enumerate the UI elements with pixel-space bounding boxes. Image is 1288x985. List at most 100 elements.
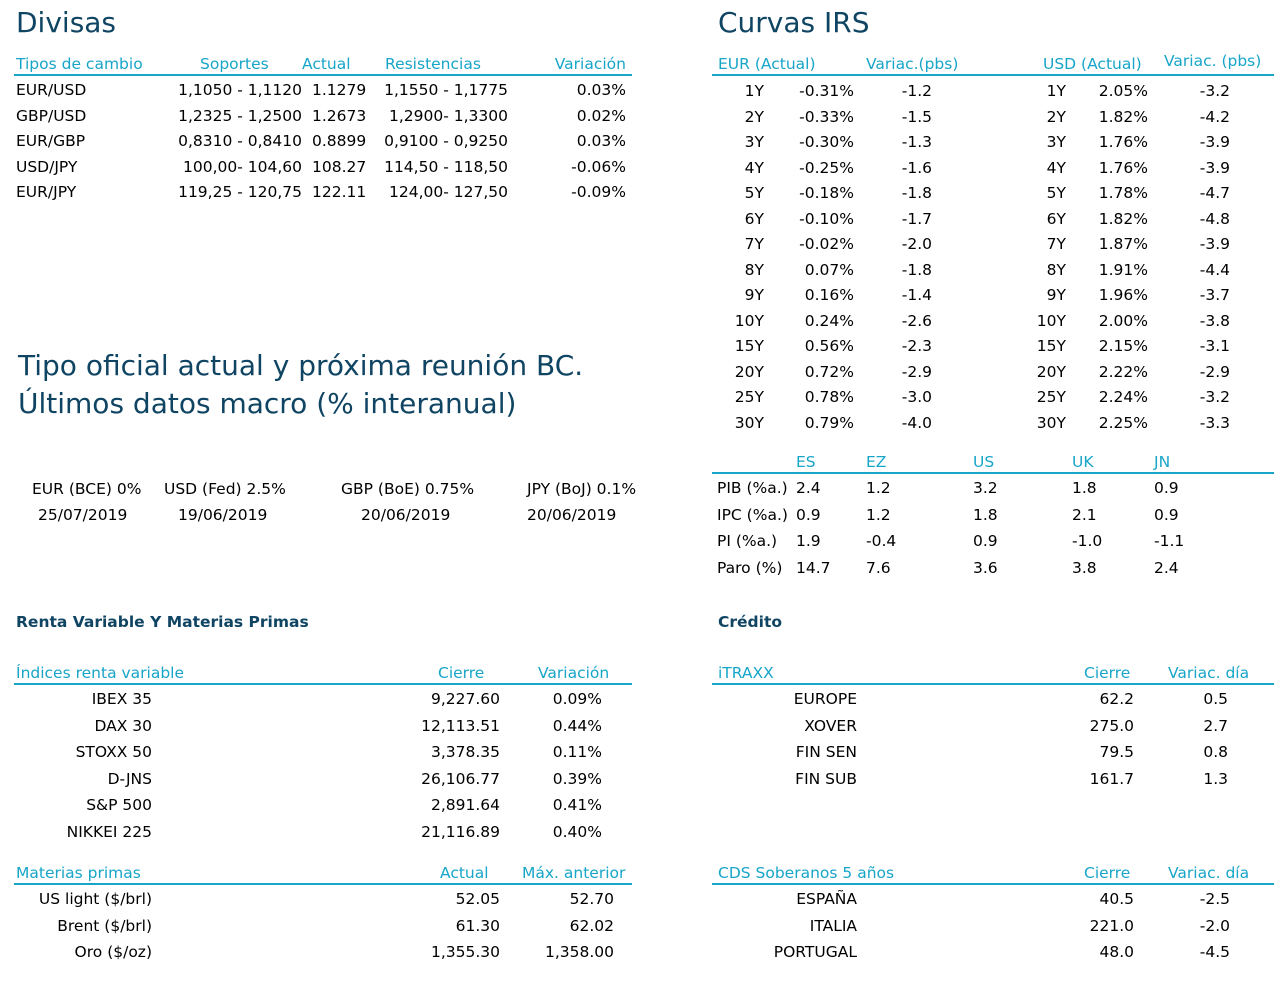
usd-rate-cell: 2.00% [1098,311,1148,330]
cierre-cell: 3,378.35 [430,743,500,761]
ez-cell: -0.4 [866,532,897,550]
ez-cell: 1.2 [866,479,891,497]
ez-cell: 7.6 [866,558,891,577]
index-name-cell: IBEX 35 [91,690,152,708]
index-name-cell: D-JNS [107,769,152,788]
usd-tenor-cell: 9Y [1046,286,1066,304]
usd-tenor-cell: 30Y [1036,413,1066,432]
variacion-cell: 0.39% [552,769,602,788]
variac-cell: 0.5 [1203,690,1228,708]
usd-var-cell: -3.7 [1199,286,1230,304]
usd-rate-cell: 1.78% [1098,184,1148,202]
eur-tenor-cell: 20Y [734,362,764,381]
commodity-name-cell: US light ($/brl) [38,890,152,908]
actual-cell: 52.05 [455,890,500,908]
renta-divider [14,683,632,685]
materias-header-max: Máx. anterior [522,864,626,882]
eur-tenor-cell: 5Y [744,184,764,202]
eur-rate-cell: -0.18% [799,184,854,202]
cierre-cell: 221.0 [1089,916,1134,935]
usd-tenor-cell: 15Y [1036,337,1066,355]
eur-var-cell: -1.3 [901,133,932,151]
eur-var-cell: -1.8 [901,260,932,279]
soportes-cell: 1,2325 - 1,2500 [178,106,302,125]
usd-tenor-cell: 10Y [1036,311,1066,330]
jn-cell: 0.9 [1154,479,1179,497]
central-bank-rate: JPY (BoJ) 0.1% [527,480,637,498]
variac-cell: -2.0 [1199,916,1230,935]
usd-tenor-cell: 2Y [1046,107,1066,126]
cierre-cell: 26,106.77 [421,769,500,788]
es-cell: 0.9 [796,505,821,524]
pair-cell: EUR/GBP [16,132,86,150]
indicator-cell: PI (%a.) [717,532,778,550]
variacion-cell: 0.09% [552,690,602,708]
next-meeting-date: 20/06/2019 [361,506,451,524]
pair-cell: USD/JPY [16,157,78,176]
actual-cell: 1,355.30 [430,943,500,961]
macro-header-ez: EZ [866,453,887,471]
usd-tenor-cell: 6Y [1046,209,1066,228]
itraxx-name-cell: EUROPE [793,690,857,708]
usd-tenor-cell: 7Y [1046,235,1066,253]
eur-rate-cell: 0.24% [804,311,854,330]
resistencias-cell: 124,00- 127,50 [389,183,508,201]
divisas-divider [14,74,632,76]
cierre-cell: 40.5 [1099,890,1134,908]
eur-var-cell: -1.2 [901,82,932,100]
cierre-cell: 79.5 [1099,743,1134,761]
eur-tenor-cell: 2Y [744,107,764,126]
index-name-cell: NIKKEI 225 [66,822,152,841]
commodity-name-cell: Brent ($/brl) [57,916,152,935]
eur-tenor-cell: 10Y [734,311,764,330]
eur-var-cell: -2.6 [901,311,932,330]
eur-var-cell: -1.7 [901,209,932,228]
variacion-cell: 0.11% [552,743,602,761]
cierre-cell: 275.0 [1089,716,1134,735]
usd-rate-cell: 1.91% [1098,260,1148,279]
eur-rate-cell: -0.25% [799,158,854,177]
credito-header-itraxx: iTRAXX [718,664,774,682]
usd-tenor-cell: 4Y [1046,158,1066,177]
usd-var-cell: -3.9 [1199,133,1230,151]
macro-header-jn: JN [1154,453,1171,471]
soportes-cell: 1,1050 - 1,1120 [178,81,302,99]
cds-header-cierre: Cierre [1084,864,1131,882]
irs-divider [712,74,1274,76]
us-cell: 1.8 [973,505,998,524]
usd-rate-cell: 1.76% [1098,133,1148,151]
eur-tenor-cell: 9Y [744,286,764,304]
actual-cell: 1.2673 [312,106,367,125]
divisas-header-actual: Actual [302,55,351,73]
cierre-cell: 2,891.64 [430,796,500,814]
renta-header-variacion: Variación [538,664,610,682]
resistencias-cell: 114,50 - 118,50 [384,157,508,176]
resistencias-cell: 0,9100 - 0,9250 [384,132,508,150]
eur-tenor-cell: 30Y [734,413,764,432]
renta-header-index: Índices renta variable [16,664,185,682]
max-anterior-cell: 52.70 [569,890,614,908]
eur-rate-cell: 0.56% [804,337,854,355]
eur-var-cell: -1.4 [901,286,932,304]
irs-header-usd: USD (Actual) [1043,55,1142,73]
next-meeting-date: 25/07/2019 [38,506,128,524]
country-name-cell: PORTUGAL [773,943,857,961]
es-cell: 14.7 [796,558,831,577]
cds-header-variac: Variac. día [1168,864,1250,882]
macro-divider [712,472,1274,474]
usd-rate-cell: 1.82% [1098,107,1148,126]
eur-var-cell: -1.6 [901,158,932,177]
max-anterior-cell: 1,358.00 [544,943,614,961]
credito-divider [712,683,1274,685]
irs-title: Curvas IRS [718,6,870,39]
variac-cell: 1.3 [1203,769,1228,788]
usd-var-cell: -4.4 [1199,260,1230,279]
variacion-cell: -0.06% [571,157,626,176]
eur-tenor-cell: 7Y [744,235,764,253]
eur-var-cell: -2.3 [901,337,932,355]
usd-rate-cell: 2.05% [1098,82,1148,100]
jn-cell: 2.4 [1154,558,1179,577]
indicator-cell: PIB (%a.) [717,479,788,497]
irs-header-eur-var: Variac.(pbs) [866,55,959,73]
divisas-header-variacion: Variación [554,55,626,73]
